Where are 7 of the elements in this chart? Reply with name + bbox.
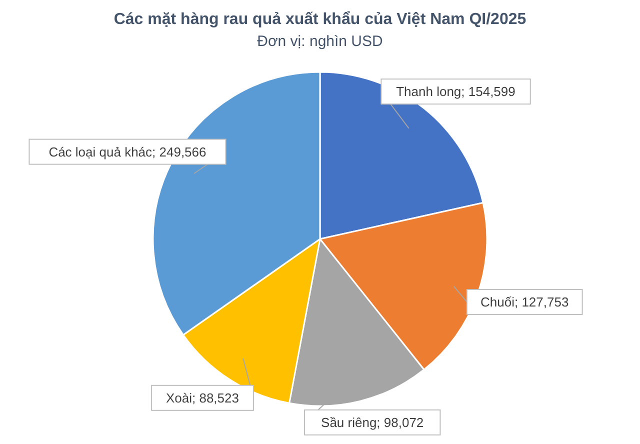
slice-label: Các loại quả khác; 249,566: [48, 144, 206, 160]
slice-label: Sầu riêng; 98,072: [321, 414, 424, 430]
chart-subtitle: Đơn vị: nghìn USD: [257, 33, 384, 50]
slice-label: Chuối; 127,753: [480, 294, 569, 310]
slice-label: Thanh long; 154,599: [396, 84, 516, 100]
chart-title: Các mặt hàng rau quả xuất khẩu của Việt Nam QI/2025: [114, 11, 526, 28]
slice-label: Xoài; 88,523: [166, 390, 240, 406]
